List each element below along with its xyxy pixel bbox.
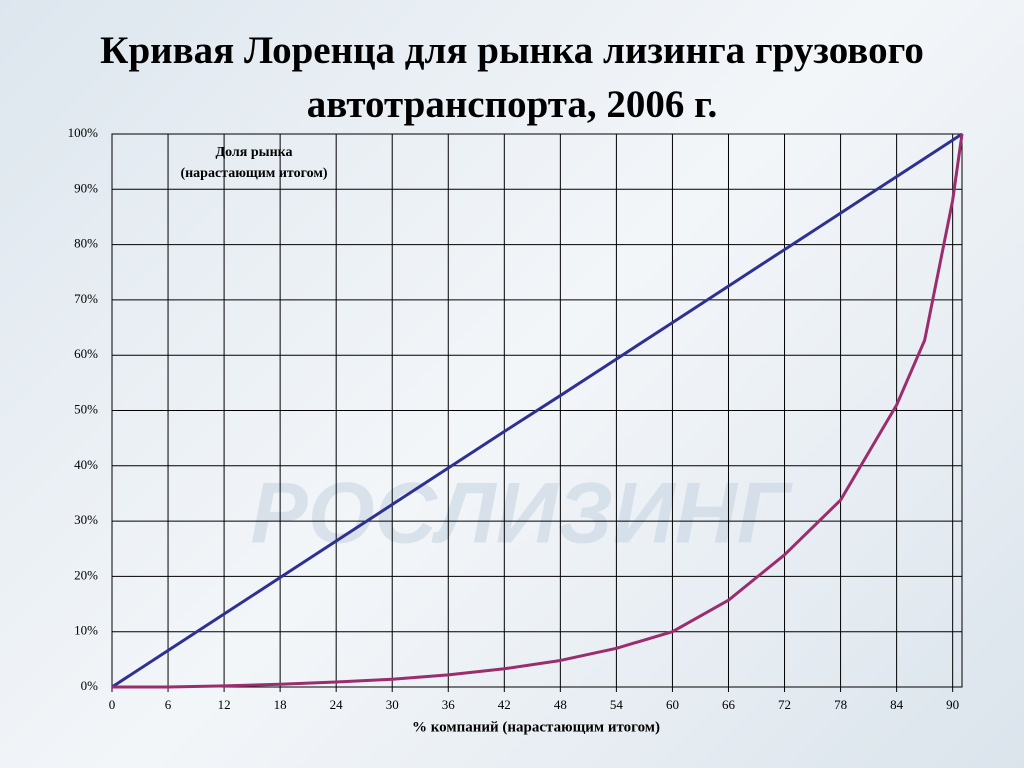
x-tick-label: 48 <box>554 697 567 712</box>
x-tick-label: 84 <box>890 697 904 712</box>
y-tick-label: 70% <box>74 291 98 306</box>
y-tick-label: 10% <box>74 623 98 638</box>
x-tick-label: 36 <box>442 697 456 712</box>
y-tick-label: 100% <box>68 125 99 140</box>
y-tick-label: 90% <box>74 180 98 195</box>
y-tick-label: 80% <box>74 236 98 251</box>
y-tick-label: 40% <box>74 457 98 472</box>
series-line <box>112 133 964 689</box>
chart-title: Кривая Лоренца для рынка лизинга грузово… <box>100 29 924 126</box>
y-tick-label: 60% <box>74 346 98 361</box>
y-tick-label: 20% <box>74 567 98 582</box>
y-tick-label: 30% <box>74 512 98 527</box>
x-tick-label: 6 <box>165 697 172 712</box>
x-tick-label: 90 <box>946 697 959 712</box>
x-tick-label: 78 <box>834 697 847 712</box>
y-tick-label: 50% <box>74 401 98 416</box>
x-tick-label: 42 <box>498 697 511 712</box>
series-line <box>111 132 963 689</box>
y-axis-label: (нарастающим итогом) <box>180 166 327 181</box>
watermark: РОСЛИЗИНГ <box>250 466 793 562</box>
x-axis-label: % компаний (нарастающим итогом) <box>412 719 660 735</box>
x-tick-label: 54 <box>610 697 624 712</box>
x-tick-label: 60 <box>666 697 679 712</box>
x-tick-label: 24 <box>330 697 344 712</box>
x-tick-label: 72 <box>778 697 791 712</box>
y-tick-label: 0% <box>81 678 99 693</box>
x-tick-label: 12 <box>218 697 231 712</box>
x-tick-label: 30 <box>386 697 399 712</box>
x-tick-label: 18 <box>274 697 287 712</box>
x-tick-label: 0 <box>109 697 116 712</box>
x-tick-label: 66 <box>722 697 736 712</box>
y-axis-label: Доля рынка <box>215 145 292 160</box>
